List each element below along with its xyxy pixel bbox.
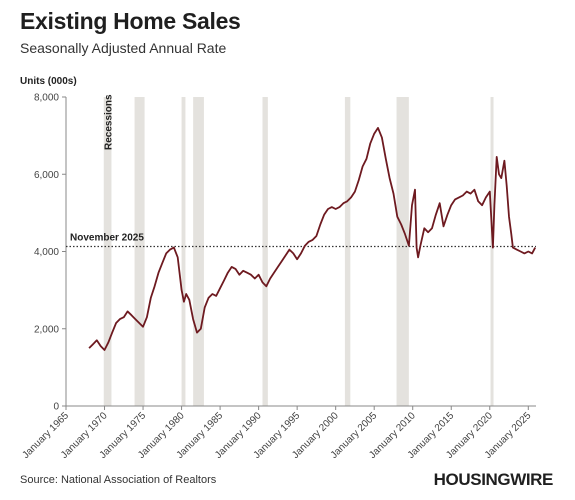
y-tick-label: 4,000 [34, 247, 59, 258]
recessions-label: Recessions [104, 94, 115, 150]
recession-band [262, 97, 268, 406]
series-group [88, 127, 536, 351]
y-tick-label: 2,000 [34, 324, 59, 335]
recession-band [396, 97, 409, 406]
source-note: Source: National Association of Realtors [20, 474, 217, 486]
y-tick-label: 8,000 [34, 93, 59, 104]
recession-band [103, 97, 112, 406]
recession-bands: Recessions [104, 94, 494, 406]
y-tick-label: 6,000 [34, 170, 59, 181]
y-axis-title: Units (000s) [20, 76, 77, 87]
recession-band [193, 97, 204, 406]
recession-band [181, 97, 186, 406]
reference-line-group: November 2025 [66, 232, 536, 248]
existing-home-sales-line [88, 127, 536, 351]
reference-line-label: November 2025 [70, 232, 144, 243]
y-tick-label: 0 [53, 402, 59, 413]
housingwire-logo: HOUSINGWIRE [433, 470, 554, 489]
recession-band [134, 97, 145, 406]
chart-title: Existing Home Sales [20, 8, 241, 34]
recession-band [490, 97, 494, 406]
recession-band [344, 97, 351, 406]
chart-subtitle: Seasonally Adjusted Annual Rate [20, 40, 227, 56]
